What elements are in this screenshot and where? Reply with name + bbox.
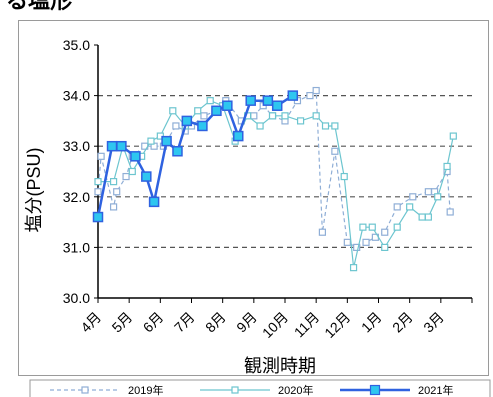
series-0-point-12 [200,112,208,120]
series-0-point-9 [172,122,180,130]
series-1-point-31 [443,162,451,171]
y-tick-label-2: 32.0 [63,189,90,205]
series-2-point-8 [181,115,193,127]
series-1-point-9 [194,107,202,115]
series-0-point-32 [424,188,432,196]
series-2-point-12 [233,130,244,142]
series-1-point-18 [312,112,320,120]
series-1-point-25 [381,243,389,251]
series-2-point-0 [92,211,104,223]
series-0-point-21 [306,91,314,100]
series-2-point-2 [116,140,127,152]
series-2-point-7 [172,146,183,157]
series-1-point-14 [256,122,264,130]
series-1-point-29 [424,213,432,221]
series-2-point-1 [106,140,118,152]
y-tick-label-4: 34.0 [63,88,90,104]
series-1-point-27 [406,203,414,211]
legend: 2019年 2020年 2021年 [29,379,491,397]
legend-marker-1 [231,386,239,394]
series-2-point-3 [130,151,141,162]
legend-label-2: 2021年 [418,383,453,397]
series-0-point-27 [362,238,370,246]
series-0-point-0 [94,188,102,196]
page-title-fragment: る塩形 [6,0,72,13]
series-0-point-31 [409,193,417,201]
series-0-point-24 [331,147,339,155]
series-1-point-32 [449,132,457,140]
series-0-point-25 [343,238,351,246]
series-0-point-1 [97,152,105,160]
y-axis-tick-labels: 30.0 31.0 32.0 33.0 34.0 35.0 [63,37,98,306]
series-2-point-14 [262,95,274,106]
series-2-point-15 [271,100,283,111]
series-1-point-15 [268,112,277,120]
series-1-point-21 [340,172,348,181]
legend-label-1: 2020年 [278,383,313,397]
series-2-point-4 [141,171,152,182]
series-0-point-35 [446,208,454,216]
series-1-point-28 [418,213,426,221]
series-1-point-5 [147,137,155,145]
series-1-point-0 [94,178,102,186]
series-2-point-13 [245,95,256,106]
series-0-point-30 [393,203,401,211]
series-layer [92,86,457,272]
series-2-point-11 [222,100,233,111]
series-0-point-16 [250,112,258,120]
y-tick-label-3: 33.0 [63,138,90,154]
series-0-point-23 [318,228,326,236]
series-2-point-5 [148,196,160,208]
series-0-point-4 [122,172,130,181]
series-1-point-17 [296,117,305,125]
series-2-point-10 [211,105,222,117]
x-axis-title: 観測時期 [244,356,316,376]
legend-marker-2 [369,384,381,396]
series-2-point-16 [287,90,299,101]
y-tick-label-0: 30.0 [63,290,90,306]
series-0 [94,86,454,251]
series-0-point-3 [113,188,121,196]
series-0-point-2 [109,203,118,211]
series-1-point-1 [109,178,118,186]
series-1-point-24 [368,223,376,231]
legend-label-0: 2019年 [128,383,163,397]
series-2 [92,90,299,223]
series-0-point-22 [312,86,320,95]
y-tick-label-1: 31.0 [63,239,90,255]
series-1-point-22 [349,264,358,272]
series-1-point-19 [321,122,330,130]
series-1-point-23 [359,223,367,231]
y-axis-title: 塩分(PSU) [24,148,44,233]
series-1-point-20 [331,122,339,130]
series-2-point-6 [161,135,172,147]
series-0-point-26 [353,243,361,251]
y-tick-label-5: 35.0 [63,37,90,53]
series-0-point-29 [381,228,389,236]
series-1-point-26 [393,223,401,231]
legend-marker-0 [81,386,89,394]
series-1-point-16 [281,112,289,120]
series-1-point-10 [206,97,214,105]
series-2-point-9 [197,120,208,132]
series-1-point-30 [434,193,442,201]
series-1-point-3 [128,167,136,176]
series-1-point-7 [169,107,177,115]
